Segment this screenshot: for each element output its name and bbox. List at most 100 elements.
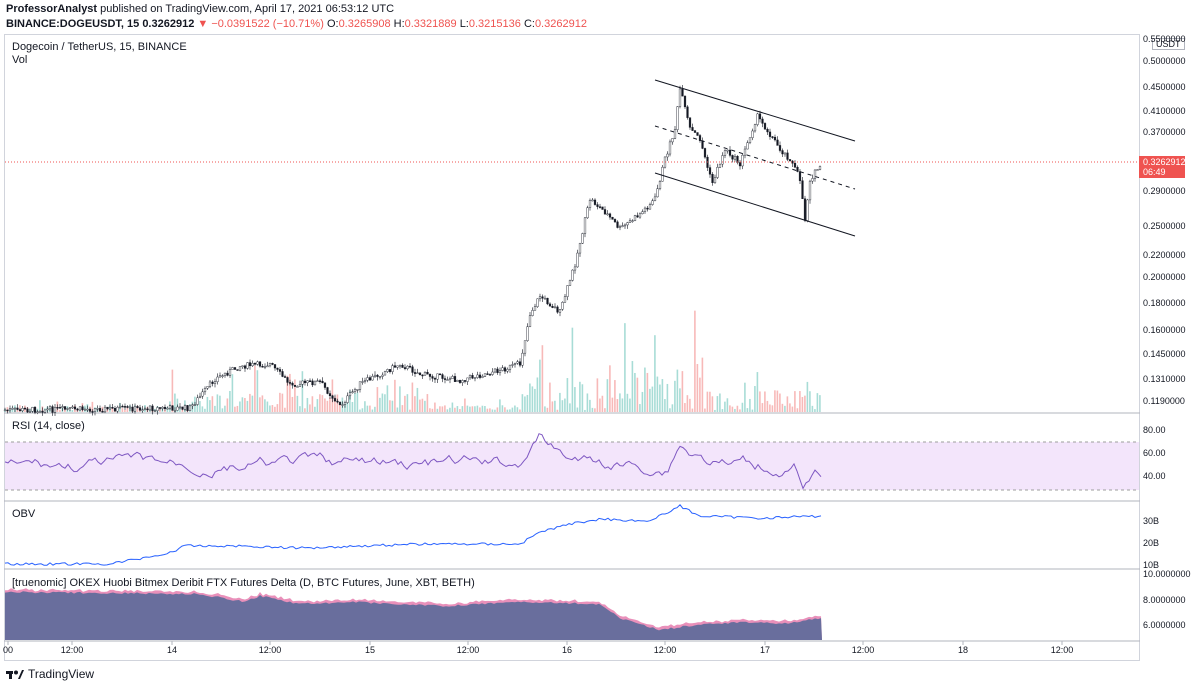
channel-upper-trendline[interactable] bbox=[654, 79, 856, 142]
candle-body bbox=[443, 378, 447, 380]
low-label: L: bbox=[459, 18, 469, 30]
candle-body bbox=[333, 398, 337, 402]
candle-body bbox=[428, 373, 432, 377]
publish-header: ProfessorAnalyst published on TradingVie… bbox=[0, 0, 1200, 34]
candle-body bbox=[751, 130, 754, 138]
volume-bar bbox=[566, 378, 569, 412]
volume-bar bbox=[164, 409, 166, 412]
volume-bar bbox=[744, 382, 746, 412]
time-tick: 18 bbox=[957, 645, 969, 655]
volume-bar bbox=[659, 384, 661, 412]
price-tick: 0.5500000 bbox=[1143, 34, 1186, 44]
volume-bar bbox=[486, 408, 489, 412]
candle-body bbox=[496, 368, 499, 373]
volume-bar bbox=[346, 397, 349, 412]
candle-body bbox=[776, 139, 779, 146]
volume-bar bbox=[276, 404, 279, 412]
candle-body bbox=[106, 406, 109, 410]
volume-bar bbox=[321, 395, 324, 412]
volume-bar bbox=[619, 393, 621, 412]
volume-bar bbox=[496, 407, 499, 412]
volume-bar bbox=[404, 395, 406, 412]
volume-bar bbox=[324, 398, 326, 412]
volume-bar bbox=[734, 408, 736, 412]
candle-body bbox=[726, 149, 729, 152]
time-tick: 17 bbox=[759, 645, 771, 655]
candle-body bbox=[11, 408, 14, 410]
volume-bar bbox=[754, 386, 756, 412]
candle-body bbox=[153, 410, 157, 412]
obv-tick: 20B bbox=[1143, 538, 1160, 548]
volume-bar bbox=[439, 406, 441, 412]
candle-body bbox=[501, 367, 504, 371]
candle-body bbox=[116, 407, 119, 412]
channel-lower-trendline[interactable] bbox=[654, 172, 856, 237]
volume-bar bbox=[231, 374, 234, 412]
chart-area[interactable]: Dogecoin / TetherUS, 15, BINANCE Vol RSI… bbox=[0, 34, 1200, 662]
candle-body bbox=[498, 370, 502, 373]
candle-body bbox=[606, 213, 609, 216]
candle-body bbox=[381, 374, 384, 377]
volume-bar bbox=[604, 408, 606, 412]
candle-body bbox=[218, 375, 222, 378]
author-name[interactable]: ProfessorAnalyst bbox=[6, 3, 98, 15]
candle-body bbox=[801, 180, 804, 199]
volume-bar bbox=[261, 395, 264, 412]
volume-bar bbox=[391, 400, 394, 412]
volume-bar bbox=[756, 372, 759, 412]
volume-bar bbox=[654, 335, 656, 412]
symbol-line: BINANCE:DOGEUSDT, 15 0.3262912 ▼ −0.0391… bbox=[6, 18, 587, 30]
channel-midline[interactable] bbox=[654, 125, 856, 190]
candle-body bbox=[583, 217, 587, 234]
volume-bar bbox=[111, 408, 114, 412]
currency-button[interactable]: USDT bbox=[1152, 38, 1185, 50]
candle-body bbox=[571, 269, 574, 281]
time-tick: 12:00 bbox=[60, 645, 84, 655]
candle-body bbox=[768, 131, 772, 137]
candle-body bbox=[273, 364, 277, 369]
volume-bar bbox=[796, 408, 799, 412]
candle-body bbox=[198, 395, 202, 399]
candle-body bbox=[261, 366, 264, 368]
candle-body bbox=[143, 408, 147, 411]
candle-body bbox=[458, 380, 462, 383]
candle-body bbox=[668, 141, 672, 155]
volume-bar bbox=[576, 407, 579, 412]
time-tick: 00 bbox=[2, 645, 14, 655]
candle-body bbox=[181, 406, 184, 410]
price-tick: 0.4100000 bbox=[1143, 106, 1186, 116]
time-tick: 12:00 bbox=[653, 645, 677, 655]
volume-bar bbox=[631, 361, 634, 412]
volume-bar bbox=[259, 397, 261, 412]
volume-bar bbox=[419, 399, 421, 412]
candle-body bbox=[778, 145, 782, 151]
chart-canvas[interactable] bbox=[0, 34, 1200, 662]
candle-body bbox=[378, 376, 382, 378]
volume-bar bbox=[396, 407, 399, 412]
volume-bar bbox=[564, 398, 566, 412]
candle-body bbox=[788, 159, 792, 162]
candle-body bbox=[506, 369, 509, 372]
candle-body bbox=[356, 389, 359, 391]
volume-bar bbox=[246, 400, 249, 412]
candle-body bbox=[613, 219, 617, 223]
obv-line bbox=[4, 504, 822, 566]
volume-bar bbox=[639, 404, 641, 412]
volume-bar bbox=[716, 396, 719, 412]
candle-body bbox=[688, 117, 692, 128]
volume-bar bbox=[651, 386, 654, 412]
candle-body bbox=[683, 95, 687, 108]
volume-bar bbox=[481, 405, 484, 412]
footer-brand[interactable]: TradingView bbox=[6, 667, 94, 681]
candle-body bbox=[441, 374, 444, 379]
candle-body bbox=[71, 406, 74, 409]
volume-bar bbox=[804, 395, 806, 412]
volume-bar bbox=[764, 391, 766, 412]
candle-body bbox=[671, 138, 674, 143]
volume-bar bbox=[791, 406, 794, 412]
candle-body bbox=[691, 127, 694, 131]
volume-bar bbox=[784, 405, 786, 412]
candle-body bbox=[53, 407, 57, 413]
candle-body bbox=[716, 167, 719, 178]
candle-body bbox=[208, 381, 212, 387]
